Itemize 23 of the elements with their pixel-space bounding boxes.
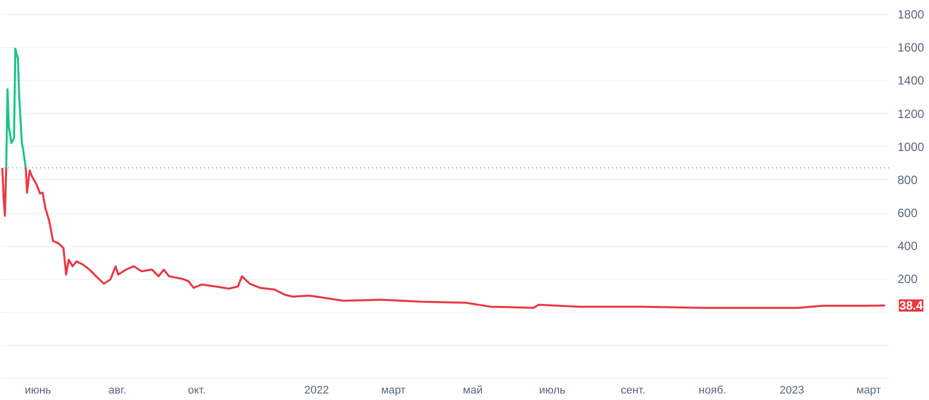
y-tick-label: 1800 (898, 8, 925, 22)
x-tick-label: июнь (24, 384, 52, 396)
line-series (24, 166, 886, 309)
x-tick-label: 2023 (780, 384, 804, 396)
x-tick-label: 2022 (304, 384, 329, 396)
x-tick-label: авг. (108, 384, 126, 396)
y-tick-label: 1400 (898, 74, 925, 88)
x-tick-label: окт. (188, 384, 206, 396)
x-tick-label: март (856, 384, 881, 396)
line-series (5, 48, 27, 169)
x-tick-label: март (381, 384, 406, 396)
y-tick-label: 800 (898, 172, 918, 187)
y-tick-label: 400 (898, 239, 918, 254)
x-tick-label: сент. (620, 384, 646, 396)
annotation: 38.4 (899, 298, 924, 312)
y-tick-label: 1200 (898, 106, 925, 121)
y-tick-label: 1600 (898, 40, 925, 55)
y-tick-label: 1000 (898, 140, 925, 154)
x-tick-label: май (462, 384, 483, 396)
x-tick-label: июль (539, 384, 566, 396)
y-tick-label: 200 (898, 272, 918, 286)
x-tick-label: нояб. (698, 384, 726, 396)
y-tick-label: 600 (898, 206, 918, 220)
